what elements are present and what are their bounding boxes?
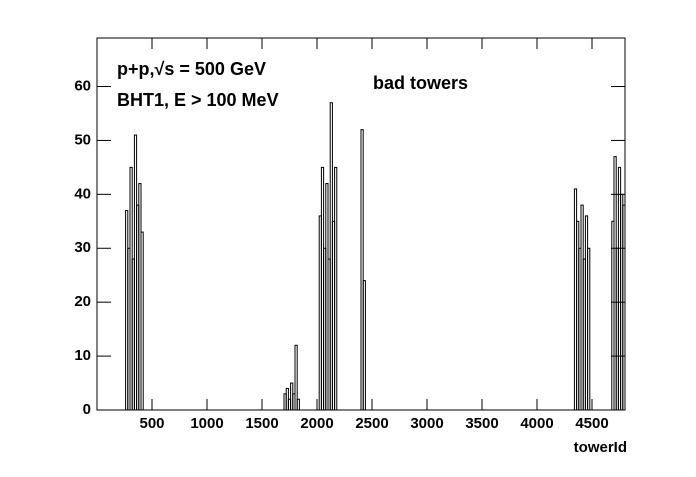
x-tick-label: 500 xyxy=(139,415,164,432)
annotation: BHT1, E > 100 MeV xyxy=(117,90,279,110)
y-tick-label: 30 xyxy=(74,239,91,256)
x-tick-label: 4500 xyxy=(575,415,608,432)
y-tick-label: 0 xyxy=(83,401,91,418)
x-tick-label: 2500 xyxy=(355,415,388,432)
chart-title: bad towers xyxy=(373,73,468,93)
bar xyxy=(362,280,366,411)
bar xyxy=(140,231,144,411)
y-tick-label: 60 xyxy=(74,77,91,94)
bar xyxy=(360,129,364,411)
y-tick-label: 40 xyxy=(74,185,91,202)
bar xyxy=(334,166,338,411)
x-tick-label: 4000 xyxy=(520,415,553,432)
x-tick-label: 3000 xyxy=(410,415,443,432)
x-tick-label: 1000 xyxy=(190,415,223,432)
x-tick-label: 2000 xyxy=(300,415,333,432)
y-tick-label: 20 xyxy=(74,293,91,310)
x-axis-label: towerId xyxy=(574,439,627,456)
x-tick-label: 1500 xyxy=(245,415,278,432)
y-tick-label: 10 xyxy=(74,347,91,364)
annotation: p+p,√s = 500 GeV xyxy=(117,59,266,79)
x-tick-label: 3500 xyxy=(465,415,498,432)
y-tick-label: 50 xyxy=(74,131,91,148)
bar xyxy=(587,247,591,411)
bar xyxy=(622,204,626,411)
bar xyxy=(294,344,298,411)
bar xyxy=(296,398,300,411)
